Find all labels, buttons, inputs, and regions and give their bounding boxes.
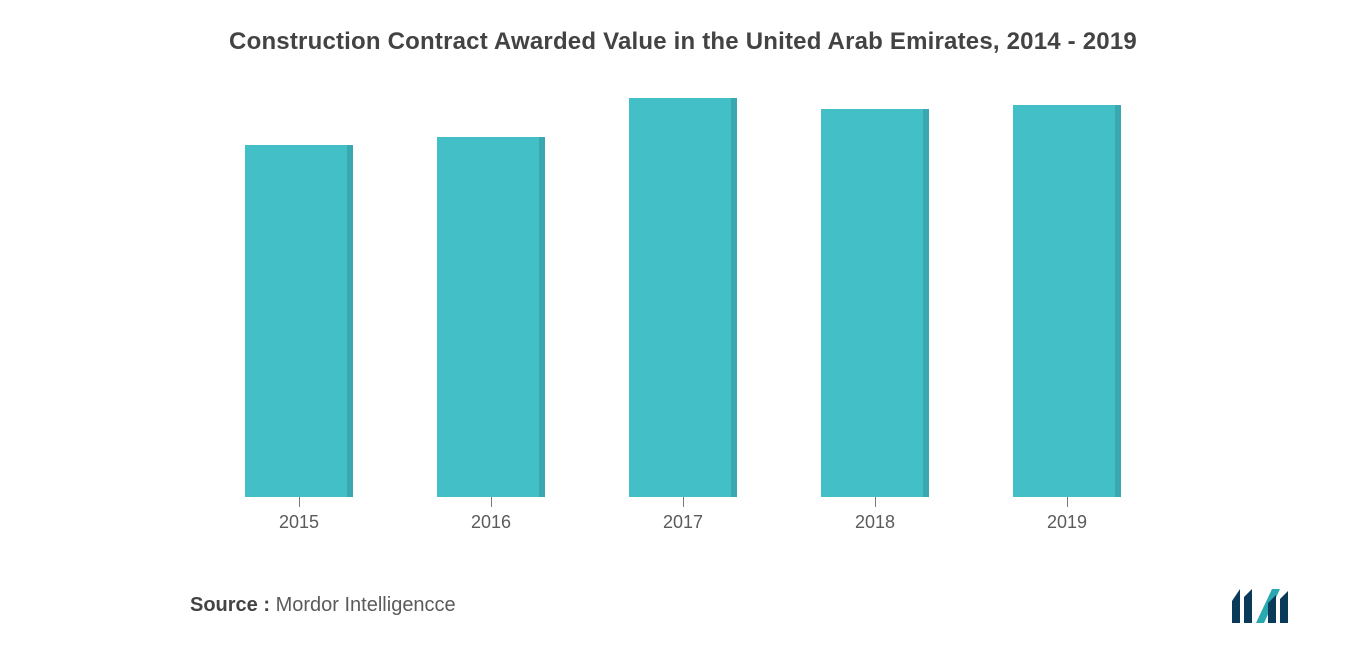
source-label: Source : <box>190 594 270 616</box>
bar-2015 <box>245 145 353 497</box>
bar-slot: 2016 <box>395 98 587 497</box>
x-label: 2017 <box>663 512 703 533</box>
x-tick <box>491 497 492 507</box>
chart-container: Construction Contract Awarded Value in t… <box>0 0 1366 655</box>
bar-slot: 2018 <box>779 98 971 497</box>
x-tick <box>1067 497 1068 507</box>
x-label: 2018 <box>855 512 895 533</box>
mordor-logo-icon <box>1232 587 1296 623</box>
bar-2019 <box>1013 105 1121 497</box>
bar-slot: 2015 <box>203 98 395 497</box>
x-tick <box>683 497 684 507</box>
bar-slot: 2019 <box>971 98 1163 497</box>
source-text: Mordor Intelligencce <box>276 594 456 616</box>
x-tick <box>875 497 876 507</box>
bar-2017 <box>629 98 737 497</box>
plot-area: 2015 2016 2017 2018 2019 <box>203 98 1163 498</box>
chart-title: Construction Contract Awarded Value in t… <box>50 28 1316 56</box>
x-label: 2016 <box>471 512 511 533</box>
x-label: 2019 <box>1047 512 1087 533</box>
bar-2018 <box>821 109 929 497</box>
x-tick <box>299 497 300 507</box>
bar-2016 <box>437 137 545 497</box>
bar-slot: 2017 <box>587 98 779 497</box>
source-line: Source : Mordor Intelligencce <box>190 594 456 617</box>
chart-footer: Source : Mordor Intelligencce <box>0 587 1366 623</box>
x-label: 2015 <box>279 512 319 533</box>
